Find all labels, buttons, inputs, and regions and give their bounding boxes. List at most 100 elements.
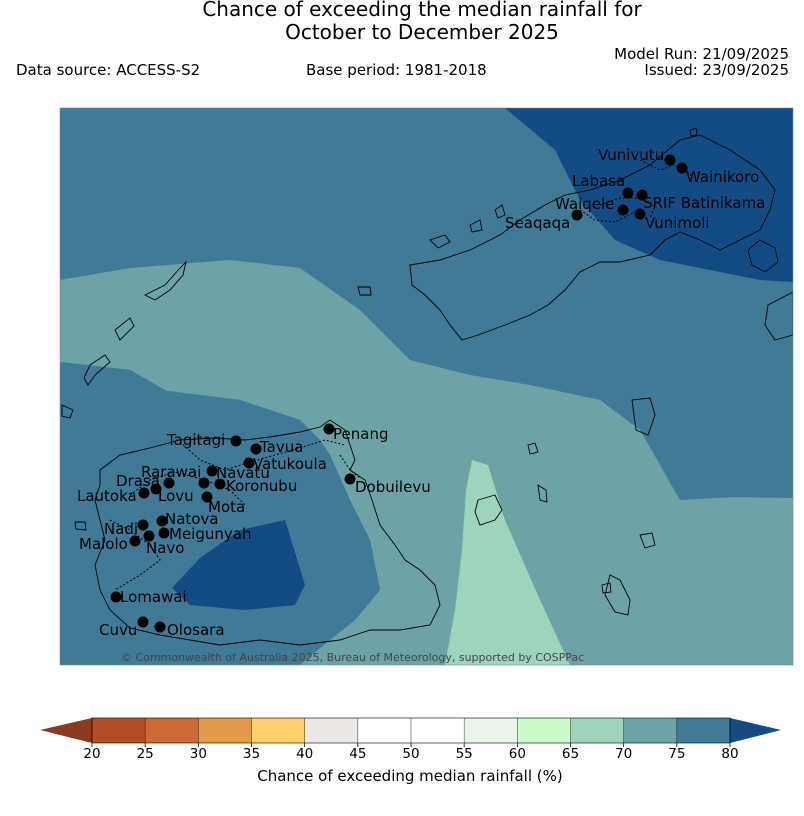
colorbar-cell-35_40 — [251, 718, 306, 743]
yasawa-islet-3 — [143, 260, 187, 301]
title-line-1: Chance of exceeding the median rainfall … — [202, 0, 642, 21]
ovalau-coast — [474, 494, 503, 526]
colorbar-cell-75_80 — [676, 718, 731, 743]
dot-mota — [201, 491, 213, 503]
yasawa-islet-1 — [83, 354, 111, 386]
colorbar-cell-45_50 — [357, 718, 412, 743]
label-wainikoro: Wainikoro — [686, 168, 759, 186]
copyright-notice: © Commonwealth of Australia 2025, Bureau… — [121, 651, 584, 664]
colorbar-tick-label: 80 — [721, 746, 738, 762]
label-labasa: Labasa — [572, 172, 625, 190]
dot-seaqaqa — [571, 209, 583, 221]
label-dobuilevu: Dobuilevu — [355, 478, 431, 496]
dot-lovu — [150, 483, 162, 495]
colorbar-label: Chance of exceeding median rainfall (%) — [257, 767, 562, 785]
colorbar-cell-70_75 — [623, 718, 678, 743]
colorbar-tick-label: 75 — [668, 746, 685, 762]
dot-malolo — [129, 535, 141, 547]
colorbar-lower-extend — [40, 718, 92, 743]
colorbar-cell-40_45 — [304, 718, 359, 743]
colorbar-tick-label: 40 — [296, 746, 313, 762]
dot-tavua — [250, 443, 262, 455]
label-srif-batinikama: SRIF Batinikama — [643, 194, 765, 212]
islet-3 — [357, 286, 372, 296]
islet-7 — [429, 234, 451, 249]
colorbar-cell-50_55 — [411, 718, 465, 743]
probability-field — [60, 108, 793, 665]
islet-10 — [689, 127, 698, 137]
map-frame — [59, 107, 794, 666]
kadavu-coast — [604, 574, 631, 616]
taveuni-coast — [747, 239, 779, 273]
dot-lautoka — [138, 487, 150, 499]
dot-drasa — [163, 477, 175, 489]
vanua-levu-coast — [409, 134, 776, 341]
dot-waiqele — [617, 204, 629, 216]
colorbar-tick-label: 70 — [615, 746, 632, 762]
label-navo: Navo — [146, 539, 184, 557]
zone-65-70 — [445, 460, 570, 665]
boundary-2 — [129, 471, 246, 506]
label-lautoka: Lautoka — [77, 487, 137, 505]
lau-island-coast — [764, 291, 793, 341]
yasawa-islet-2 — [114, 317, 135, 341]
label-penang: Penang — [333, 425, 388, 443]
dot-olosara — [154, 621, 166, 633]
label-waiqele: Waiqele — [555, 195, 614, 213]
dot-labasa — [622, 187, 634, 199]
zone-above-80-north — [505, 108, 793, 282]
dot-rarawai — [206, 465, 218, 477]
dot-vunimoli — [634, 208, 646, 220]
colorbar-cell-20_25 — [92, 718, 146, 743]
dot-cuvu — [137, 616, 149, 628]
boundary-1 — [179, 439, 346, 471]
islet-4 — [527, 442, 539, 455]
label-tagitagi: Tagitagi — [166, 431, 225, 449]
dot-vunivutu — [664, 154, 676, 166]
dot-srif-batinikama — [636, 189, 648, 201]
zone-above-80-south — [172, 520, 305, 610]
label-mota: Mota — [208, 498, 245, 516]
label-malolo: Malolo — [79, 535, 128, 553]
map-title: Chance of exceeding the median rainfall … — [0, 0, 804, 44]
colorbar: 20 25 30 35 40 45 50 55 60 65 70 75 80 Chance of exc… — [40, 717, 781, 785]
colorbar-cell-25_30 — [145, 718, 199, 743]
islet-2 — [639, 532, 656, 549]
colorbar-cell-65_70 — [570, 718, 625, 743]
colorbar-tick-label: 45 — [349, 746, 366, 762]
dot-tagitagi — [230, 435, 242, 447]
colorbar-tick-label: 35 — [243, 746, 260, 762]
base-period: Base period: 1981-2018 — [306, 61, 487, 79]
islet-8 — [494, 204, 506, 219]
dot-vatukoula — [243, 457, 255, 469]
label-vunivutu: Vunivutu — [598, 146, 664, 164]
islet-9 — [469, 219, 483, 233]
label-nadi: Nadi — [104, 520, 138, 538]
colorbar-tick-label: 20 — [83, 746, 100, 762]
colorbar-cell-55_60 — [464, 718, 518, 743]
data-source: Data source: ACCESS-S2 — [16, 61, 201, 79]
label-drasa: Drasa — [116, 472, 160, 490]
islet-6 — [74, 521, 87, 531]
dot-dobuilevu — [344, 473, 356, 485]
colorbar-tick-label: 55 — [456, 746, 473, 762]
colorbar-tick-label: 30 — [190, 746, 207, 762]
dot-meigunyah — [158, 527, 170, 539]
dot-navo — [143, 530, 155, 542]
colorbar-tick-label: 65 — [562, 746, 579, 762]
label-lomawai: Lomawai — [120, 588, 187, 606]
label-vunimoli: Vunimoli — [645, 214, 710, 232]
colorbar-cell-60_65 — [517, 718, 571, 743]
koro-coast — [631, 397, 656, 436]
dot-lomawai — [110, 591, 122, 603]
islet-5 — [61, 404, 74, 419]
dot-nadi — [137, 519, 149, 531]
boundary-7 — [579, 209, 636, 223]
dot-koronubu — [214, 478, 226, 490]
coastlines — [61, 127, 793, 646]
islet-11 — [601, 582, 612, 594]
colorbar-tick-label: 25 — [137, 746, 154, 762]
stations — [110, 154, 688, 633]
label-seaqaqa: Seaqaqa — [505, 214, 570, 232]
